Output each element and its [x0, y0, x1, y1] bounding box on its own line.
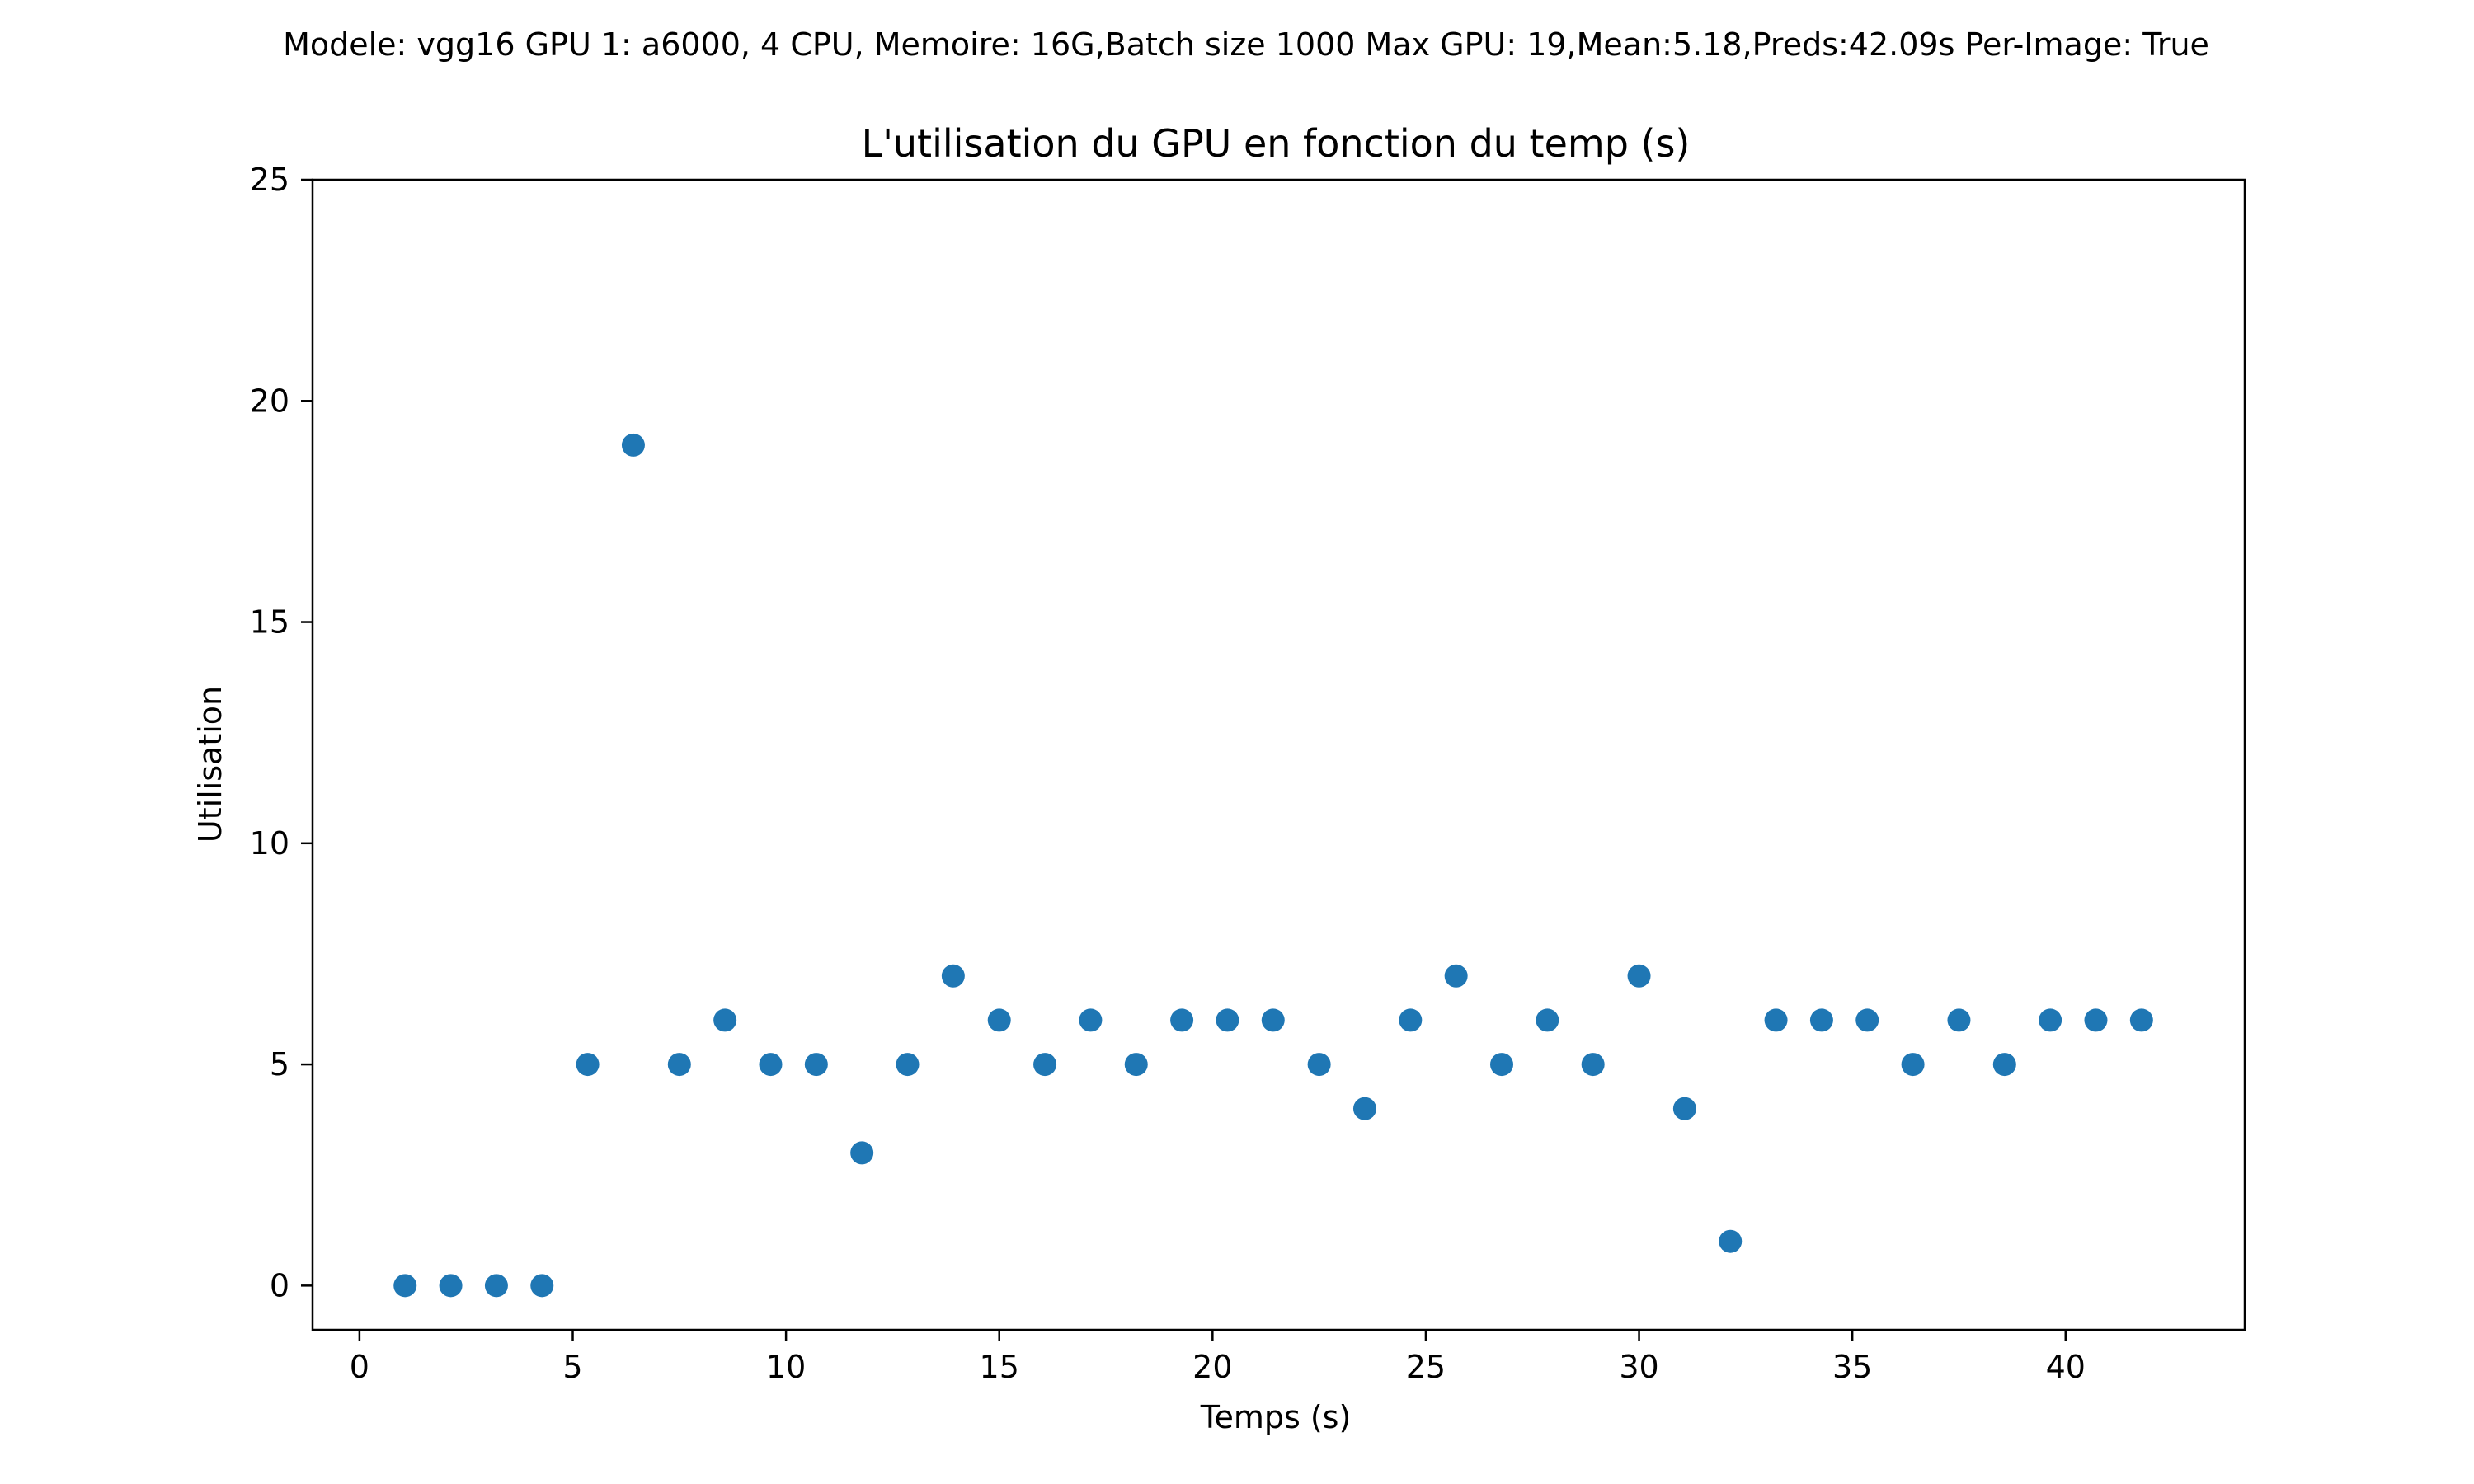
- plot-area: [311, 178, 2246, 1331]
- x-tick-label: 35: [1832, 1349, 1872, 1385]
- y-axis-label: Utilisation: [192, 686, 228, 843]
- data-point: [1307, 1053, 1331, 1077]
- data-point: [713, 1008, 737, 1032]
- data-point: [576, 1053, 600, 1077]
- y-tick-label: 15: [250, 604, 289, 641]
- y-tick-label: 10: [250, 825, 289, 862]
- data-point: [1352, 1097, 1376, 1120]
- data-point: [621, 433, 645, 457]
- data-point: [1490, 1053, 1514, 1077]
- data-point: [2129, 1008, 2153, 1032]
- data-point: [1581, 1053, 1605, 1077]
- data-point: [1809, 1008, 1833, 1032]
- x-tick-label: 15: [980, 1349, 1019, 1385]
- data-point: [896, 1053, 920, 1077]
- data-point: [1261, 1008, 1285, 1032]
- data-point: [1856, 1008, 1879, 1032]
- data-point: [1079, 1008, 1103, 1032]
- x-tick-label: 30: [1619, 1349, 1658, 1385]
- data-point: [2084, 1008, 2108, 1032]
- data-point: [1992, 1053, 2016, 1077]
- data-point: [759, 1053, 783, 1077]
- y-tick-label: 0: [270, 1267, 289, 1303]
- data-point: [1444, 964, 1468, 988]
- plot-frame: [311, 178, 2246, 1331]
- data-points: [393, 433, 2153, 1298]
- data-point: [1399, 1008, 1423, 1032]
- data-point: [667, 1053, 691, 1077]
- figure-suptitle: Modele: vgg16 GPU 1: a6000, 4 CPU, Memoi…: [283, 26, 2209, 63]
- x-tick-label: 10: [766, 1349, 806, 1385]
- x-tick-label: 25: [1406, 1349, 1446, 1385]
- data-point: [1170, 1008, 1194, 1032]
- x-axis-label: Temps (s): [1200, 1399, 1352, 1435]
- data-point: [804, 1053, 828, 1077]
- data-point: [2039, 1008, 2062, 1032]
- data-point: [393, 1274, 417, 1298]
- x-tick-label: 40: [2046, 1349, 2086, 1385]
- data-point: [1719, 1229, 1743, 1253]
- data-point: [1216, 1008, 1239, 1032]
- chart-title: L'utilisation du GPU en fonction du temp…: [862, 121, 1691, 166]
- x-tick-label: 5: [562, 1349, 582, 1385]
- x-axis-ticks: 0 5 10 15 20 25 30 35 40: [350, 1330, 2086, 1385]
- data-point: [1124, 1053, 1148, 1077]
- data-point: [987, 1008, 1011, 1032]
- y-tick-label: 25: [250, 162, 289, 198]
- y-tick-label: 5: [270, 1046, 289, 1082]
- data-point: [1764, 1008, 1788, 1032]
- data-point: [439, 1274, 463, 1298]
- data-point: [530, 1274, 554, 1298]
- y-axis-ticks: 0 5 10 15 20 25: [250, 162, 313, 1303]
- data-point: [941, 964, 965, 988]
- data-point: [1901, 1053, 1925, 1077]
- data-point: [1627, 964, 1651, 988]
- data-point: [1947, 1008, 1971, 1032]
- x-tick-label: 20: [1192, 1349, 1232, 1385]
- x-tick-label: 0: [350, 1349, 369, 1385]
- data-point: [1672, 1097, 1696, 1120]
- data-point: [850, 1141, 874, 1165]
- y-tick-label: 20: [250, 383, 289, 419]
- data-point: [484, 1274, 508, 1298]
- data-point: [1033, 1053, 1057, 1077]
- data-point: [1536, 1008, 1559, 1032]
